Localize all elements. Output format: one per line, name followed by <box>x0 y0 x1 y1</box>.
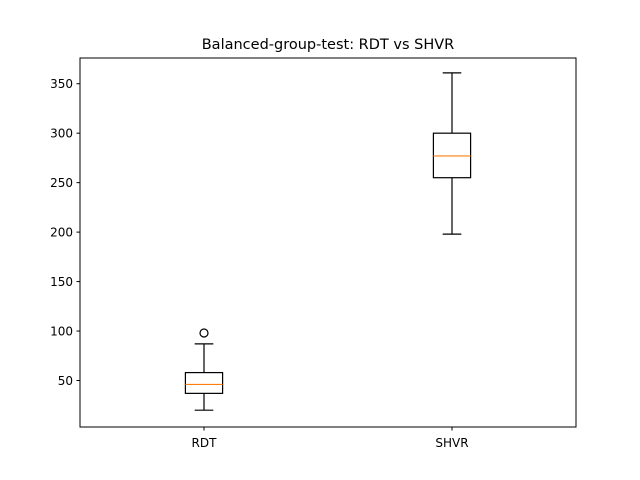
y-tick-label: 250 <box>50 176 73 190</box>
y-axis: 50 100 150 200 250 300 350 <box>50 77 80 388</box>
y-tick-label: 100 <box>50 324 73 338</box>
chart-title: Balanced-group-test: RDT vs SHVR <box>202 37 455 53</box>
box-group <box>432 72 472 235</box>
x-tick-label: RDT <box>192 436 218 450</box>
box-iqr <box>184 371 224 394</box>
y-tick-label: 50 <box>58 374 73 388</box>
y-tick-label: 300 <box>50 126 73 140</box>
y-tick-label: 200 <box>50 225 73 239</box>
box-group <box>184 328 224 411</box>
y-tick-label: 150 <box>50 275 73 289</box>
plot-area <box>184 72 472 411</box>
y-tick-label: 350 <box>50 77 73 91</box>
plot-frame <box>79 57 577 428</box>
x-tick-label: SHVR <box>435 436 468 450</box>
x-axis: RDT SHVR <box>192 427 469 450</box>
outlier-point <box>199 328 209 338</box>
